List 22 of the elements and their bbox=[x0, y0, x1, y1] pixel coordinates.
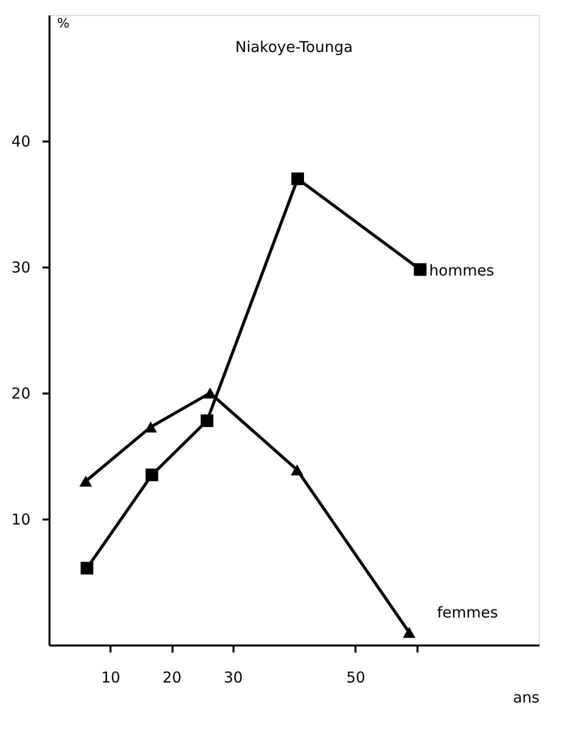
x-tick-label: 10 bbox=[101, 668, 120, 686]
y-tick-label: 20 bbox=[11, 384, 30, 402]
y-tick-label: 40 bbox=[11, 132, 30, 150]
point bbox=[146, 468, 158, 482]
y-tick-label: 10 bbox=[11, 510, 30, 528]
point bbox=[204, 388, 216, 398]
y-tick-label: 30 bbox=[11, 258, 30, 276]
x-tick-label: 30 bbox=[224, 668, 243, 686]
x-tick-label: 50 bbox=[346, 668, 366, 686]
point bbox=[291, 172, 304, 186]
point bbox=[80, 562, 94, 574]
point bbox=[402, 626, 416, 638]
point bbox=[200, 414, 214, 428]
series-label: femmes bbox=[437, 603, 498, 622]
y-axis-title: % bbox=[57, 16, 70, 32]
point bbox=[79, 476, 92, 487]
text: Niakoye-Tounga bbox=[235, 38, 353, 56]
point bbox=[290, 464, 304, 476]
point bbox=[414, 263, 426, 276]
series-label: hommes bbox=[429, 262, 494, 280]
x-tick-label: 20 bbox=[162, 668, 182, 686]
x-axis-title: ans bbox=[512, 688, 540, 706]
